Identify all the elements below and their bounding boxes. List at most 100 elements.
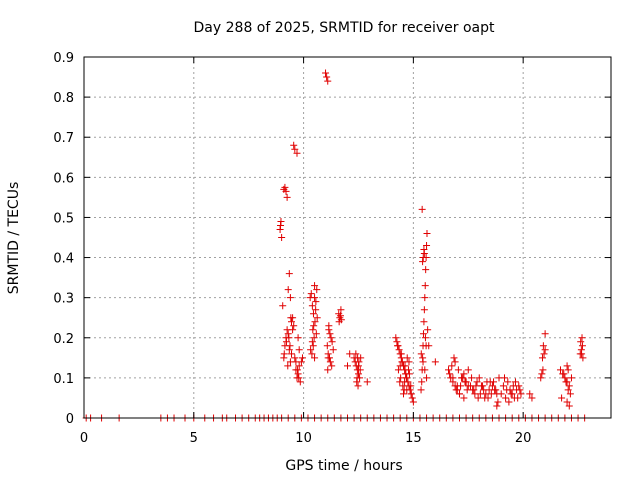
data-point <box>578 334 586 342</box>
data-point <box>421 282 429 290</box>
data-point <box>577 338 585 346</box>
data-point <box>328 362 336 370</box>
data-point <box>460 394 468 402</box>
data-point <box>312 298 320 306</box>
data-point <box>312 330 320 338</box>
data-point <box>408 394 416 402</box>
data-point <box>560 370 568 378</box>
y-tick-label: 0.2 <box>53 332 74 347</box>
data-point <box>403 386 411 394</box>
data-point <box>326 330 334 338</box>
data-point <box>492 386 500 394</box>
data-point <box>337 316 345 324</box>
data-point <box>421 294 429 302</box>
data-point <box>565 382 573 390</box>
data-point <box>490 378 498 386</box>
data-point <box>286 294 294 302</box>
data-point <box>541 330 549 338</box>
data-point <box>537 374 545 382</box>
data-point <box>502 394 510 402</box>
data-point <box>295 374 303 382</box>
x-tick-label: 0 <box>80 431 88 446</box>
data-point <box>392 334 400 342</box>
data-point <box>541 346 549 354</box>
data-point <box>421 334 429 342</box>
data-point <box>561 374 569 382</box>
data-point <box>507 390 515 398</box>
data-point <box>517 390 525 398</box>
data-point <box>473 378 481 386</box>
x-tick-label: 15 <box>405 431 422 446</box>
data-point <box>450 354 458 362</box>
data-point <box>284 286 292 294</box>
data-point <box>295 346 303 354</box>
data-point <box>282 338 290 346</box>
data-points <box>82 69 589 422</box>
x-tick-label: 20 <box>515 431 532 446</box>
data-point <box>327 334 335 342</box>
data-point <box>354 370 362 378</box>
data-point <box>485 386 493 394</box>
data-point <box>419 330 427 338</box>
data-point <box>310 334 318 342</box>
data-point <box>401 378 409 386</box>
data-point <box>276 225 284 233</box>
data-point <box>287 314 295 322</box>
data-point <box>563 398 571 406</box>
data-point <box>420 306 428 314</box>
data-point <box>402 374 410 382</box>
data-point <box>556 366 564 374</box>
x-tick-label: 10 <box>295 431 312 446</box>
data-point <box>488 382 496 390</box>
data-point <box>298 354 306 362</box>
y-tick-label: 0.8 <box>53 91 74 106</box>
data-point <box>567 374 575 382</box>
data-point <box>454 366 462 374</box>
data-point <box>295 362 303 370</box>
data-point <box>558 394 566 402</box>
data-point <box>283 193 291 201</box>
data-point <box>352 350 360 358</box>
data-point <box>290 322 298 330</box>
data-point <box>455 390 463 398</box>
data-point <box>282 187 290 195</box>
data-point <box>420 318 428 326</box>
data-point <box>405 358 413 366</box>
data-point <box>281 183 289 191</box>
data-point <box>419 358 427 366</box>
data-point <box>344 362 351 370</box>
data-point <box>285 346 293 354</box>
data-point <box>394 342 402 350</box>
data-point <box>423 229 431 237</box>
data-point <box>277 217 285 225</box>
data-point <box>472 382 480 390</box>
data-point <box>453 382 461 390</box>
data-point <box>470 386 478 394</box>
data-point <box>422 266 430 274</box>
data-point <box>284 330 292 338</box>
y-axis-label: SRMTID / TECUs <box>6 182 22 295</box>
data-point <box>309 342 317 350</box>
data-point <box>452 386 460 394</box>
data-point <box>417 350 425 358</box>
data-point <box>354 362 362 370</box>
data-point <box>419 254 427 262</box>
data-point <box>308 350 316 358</box>
data-point <box>578 342 586 350</box>
y-tick-label: 0.4 <box>53 252 74 267</box>
data-point <box>297 358 305 366</box>
data-point <box>503 386 511 394</box>
x-tick-label: 5 <box>190 431 198 446</box>
y-tick-label: 0.7 <box>53 131 74 146</box>
data-point <box>526 390 534 398</box>
data-point <box>313 286 321 294</box>
data-point <box>309 310 317 318</box>
data-point <box>483 378 491 386</box>
data-point <box>393 338 401 346</box>
data-point <box>397 350 405 358</box>
data-point <box>509 382 517 390</box>
data-point <box>423 242 431 250</box>
data-point <box>562 378 570 386</box>
plot-frame <box>83 56 612 419</box>
data-point <box>539 366 547 374</box>
